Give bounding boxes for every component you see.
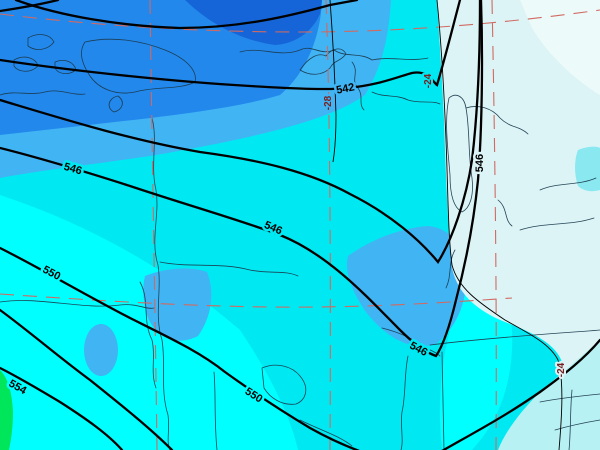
shading-lightblue-oval (84, 324, 118, 376)
contour-label-542: 542 (335, 81, 355, 96)
longitude-line (325, 0, 331, 450)
height-contour-550-east (441, 338, 600, 450)
state-border (441, 351, 445, 450)
lake-outline (80, 38, 196, 94)
river (445, 249, 456, 289)
temperature-contours (329, 0, 563, 450)
river (151, 117, 171, 450)
basemap-lines (0, 34, 600, 450)
state-border (554, 419, 600, 431)
coastline (519, 217, 595, 231)
state-border (159, 261, 299, 277)
temp-label-minus28: -28 (323, 95, 334, 110)
contour-label-546-vertical: 546 (474, 154, 486, 172)
state-border (539, 393, 600, 403)
height-contour (14, 0, 359, 30)
lake-outline (299, 48, 347, 75)
shading-bottomright (498, 340, 600, 450)
coastline (497, 199, 513, 227)
shading-brightcyan-southwest (0, 195, 298, 450)
height-contour-554 (0, 366, 124, 450)
shading-palest-northeast (520, 0, 600, 95)
temp-label-minus24: -24 (556, 362, 567, 377)
latitude-line (0, 293, 513, 308)
temp-label-minus24: -24 (423, 73, 434, 88)
isotherm-minus28 (329, 0, 337, 163)
state-border (213, 371, 218, 450)
coastline (0, 90, 86, 96)
river (0, 300, 155, 309)
river (381, 327, 441, 357)
shading-lightblue-patch-left (143, 268, 212, 341)
height-contour-546 (0, 0, 484, 358)
state-border (429, 329, 600, 346)
lake-outline (261, 364, 307, 405)
height-contour-542 (0, 0, 462, 91)
lake-outline (108, 95, 123, 113)
height-contour (0, 0, 482, 264)
isotherm-minus24 (436, 0, 563, 450)
shading-right-lake (575, 146, 600, 192)
shading-pale-east (437, 0, 600, 450)
latitude-line (0, 9, 600, 33)
lake-outline (27, 34, 55, 50)
height-contour-550 (0, 246, 361, 450)
lake-michigan-outline (446, 94, 473, 213)
state-border (568, 389, 573, 450)
river (139, 281, 157, 389)
coastline (371, 91, 441, 105)
height-contour (0, 308, 174, 450)
river (299, 419, 353, 447)
coastline (351, 61, 365, 111)
shading-lightblue-patch-right (346, 226, 467, 347)
coastline (539, 177, 597, 191)
shading-green-sliver (0, 370, 13, 450)
state-border (400, 355, 409, 450)
